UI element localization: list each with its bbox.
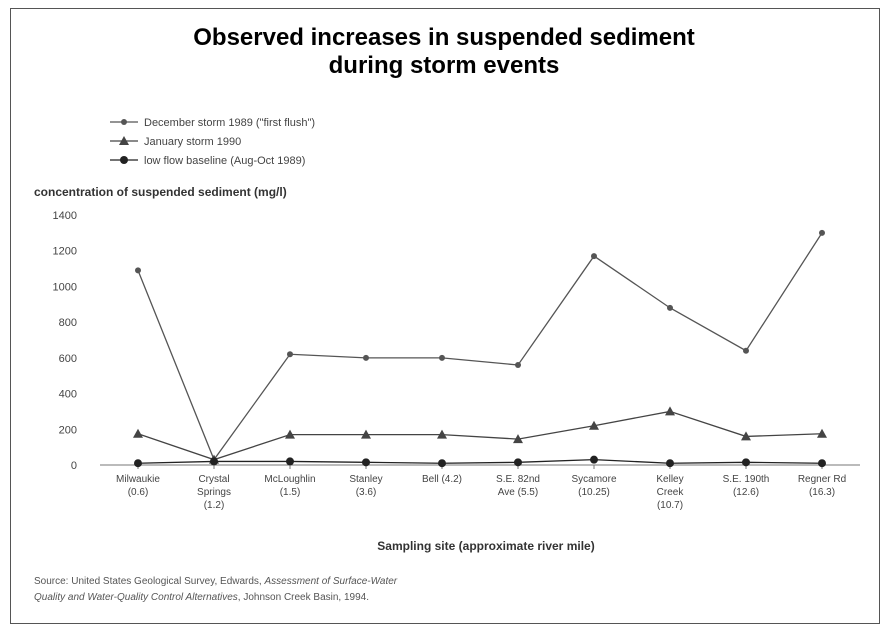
x-axis-label: Sampling site (approximate river mile) (377, 539, 594, 553)
data-point (590, 455, 598, 464)
y-tick-label: 400 (59, 389, 77, 401)
data-point (741, 431, 751, 441)
axes: 0 200 400 600 800 1000 1200 1400 Milwaukie (0.6) C… (53, 210, 860, 511)
x-tick-label: S.E. 82nd (496, 474, 540, 485)
source-line-1: Source: United States Geological Survey,… (34, 576, 398, 587)
legend-marker (121, 119, 127, 125)
legend-marker (120, 156, 128, 164)
data-point (286, 457, 294, 466)
data-point (818, 459, 826, 468)
source-text-cont: , Johnson Creek Basin, 1994. (238, 592, 369, 603)
y-tick-label: 200 (59, 424, 77, 436)
x-tick-label: (1.2) (204, 500, 225, 511)
source-line-2: Quality and Water-Quality Control Altern… (34, 592, 369, 603)
x-tick-label: Milwaukie (116, 474, 160, 485)
chart-title-line-1: Observed increases in suspended sediment (193, 24, 695, 51)
data-point (210, 457, 218, 466)
data-point (667, 304, 673, 311)
data-point (437, 429, 447, 439)
series-line (137, 410, 823, 461)
x-tick-label: (16.3) (809, 487, 835, 498)
chart-title: Observed increases in suspended sediment… (10, 24, 878, 80)
source-note: Source: United States Geological Survey,… (34, 576, 398, 603)
series-1 (135, 229, 825, 463)
x-tick-label: Regner Rd (798, 474, 846, 485)
y-tick-label: 1400 (53, 210, 77, 222)
data-point (287, 351, 293, 358)
y-tick-label: 1200 (53, 246, 77, 258)
series-3 (134, 455, 826, 468)
data-point (438, 459, 446, 468)
x-tick-label: Kelley (656, 474, 683, 485)
y-tick-label: 600 (59, 353, 77, 365)
source-title-cont: Quality and Water-Quality Control Altern… (34, 592, 238, 603)
legend: December storm 1989 ("first flush") Janua… (110, 117, 315, 167)
data-point (134, 459, 142, 468)
data-point (591, 253, 597, 260)
data-point (363, 354, 369, 361)
x-tick-label: (0.6) (128, 487, 149, 498)
x-tick-label: Stanley (349, 474, 382, 485)
data-point (743, 347, 749, 354)
data-point (589, 420, 599, 430)
x-tick-label: Creek (657, 487, 685, 498)
data-point (133, 428, 143, 438)
x-tick-label: Sycamore (571, 474, 616, 485)
x-tick-label: Springs (197, 487, 231, 498)
y-tick-label: 800 (59, 317, 77, 329)
y-tick-label: 0 (71, 460, 77, 472)
legend-label: December storm 1989 ("first flush") (144, 117, 315, 129)
chart-title-line-2: during storm events (328, 52, 560, 79)
source-text: Source: United States Geological Survey,… (34, 576, 264, 587)
data-point (515, 362, 521, 368)
series-line (137, 232, 823, 461)
data-point (819, 229, 825, 236)
data-point (742, 458, 750, 467)
y-tick-label: 1000 (53, 281, 77, 293)
x-tick-label: (3.6) (356, 487, 377, 498)
data-point (135, 267, 141, 274)
data-point (666, 459, 674, 468)
data-point (439, 354, 445, 361)
y-axis-label: concentration of suspended sediment (mg/… (34, 185, 287, 199)
data-point (362, 458, 370, 467)
x-tick-label: (1.5) (280, 487, 301, 498)
legend-label: January storm 1990 (144, 136, 241, 148)
x-tick-label: (12.6) (733, 487, 759, 498)
series-group (133, 229, 827, 468)
series-line (137, 458, 823, 464)
legend-label: low flow baseline (Aug-Oct 1989) (144, 155, 305, 167)
x-tick-label: (10.25) (578, 487, 610, 498)
data-point (513, 434, 523, 444)
data-point (514, 458, 522, 467)
data-point (817, 428, 827, 438)
chart-frame (10, 8, 880, 624)
x-tick-label: (10.7) (657, 500, 683, 511)
x-tick-label: S.E. 190th (723, 474, 770, 485)
x-tick-label: McLoughlin (264, 474, 315, 485)
source-title: Assessment of Surface-Water (263, 576, 397, 587)
x-tick-label: Bell (4.2) (422, 474, 462, 485)
data-point (285, 429, 295, 439)
data-point (361, 429, 371, 439)
data-point (665, 406, 675, 416)
x-tick-label: Ave (5.5) (498, 487, 538, 498)
series-2 (133, 406, 827, 464)
legend-marker (119, 136, 129, 145)
x-tick-label: Crystal (198, 474, 229, 485)
